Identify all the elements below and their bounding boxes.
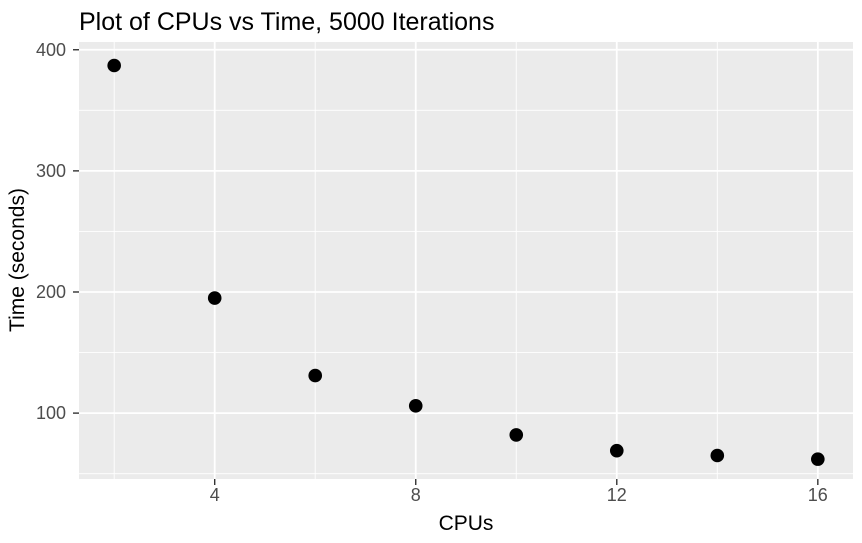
axis-tick-labels: 4 8 12 16 100 200 300 400 <box>36 40 828 505</box>
data-point <box>811 452 825 466</box>
y-tick-label: 400 <box>36 40 66 60</box>
data-point <box>509 428 524 442</box>
data-point <box>207 291 222 305</box>
x-tick-label: 12 <box>607 485 627 505</box>
y-tick-label: 100 <box>36 403 66 423</box>
x-tick-label: 4 <box>210 485 220 505</box>
data-point <box>710 448 725 463</box>
plot-title: Plot of CPUs vs Time, 5000 Iterations <box>79 8 494 36</box>
y-tick-label: 300 <box>36 161 66 181</box>
data-point <box>308 368 323 383</box>
data-point <box>609 443 624 458</box>
axis-tick-marks <box>73 49 819 485</box>
y-axis-title: Time (seconds) <box>6 188 29 332</box>
y-tick-label: 200 <box>36 282 66 302</box>
minor-gridlines <box>79 42 853 479</box>
x-tick-label: 16 <box>808 485 828 505</box>
plot-panel <box>79 42 853 479</box>
x-axis-title: CPUs <box>439 512 494 535</box>
x-tick-label: 8 <box>411 485 421 505</box>
data-points <box>107 58 825 466</box>
data-point <box>408 399 423 413</box>
data-point <box>107 58 121 73</box>
